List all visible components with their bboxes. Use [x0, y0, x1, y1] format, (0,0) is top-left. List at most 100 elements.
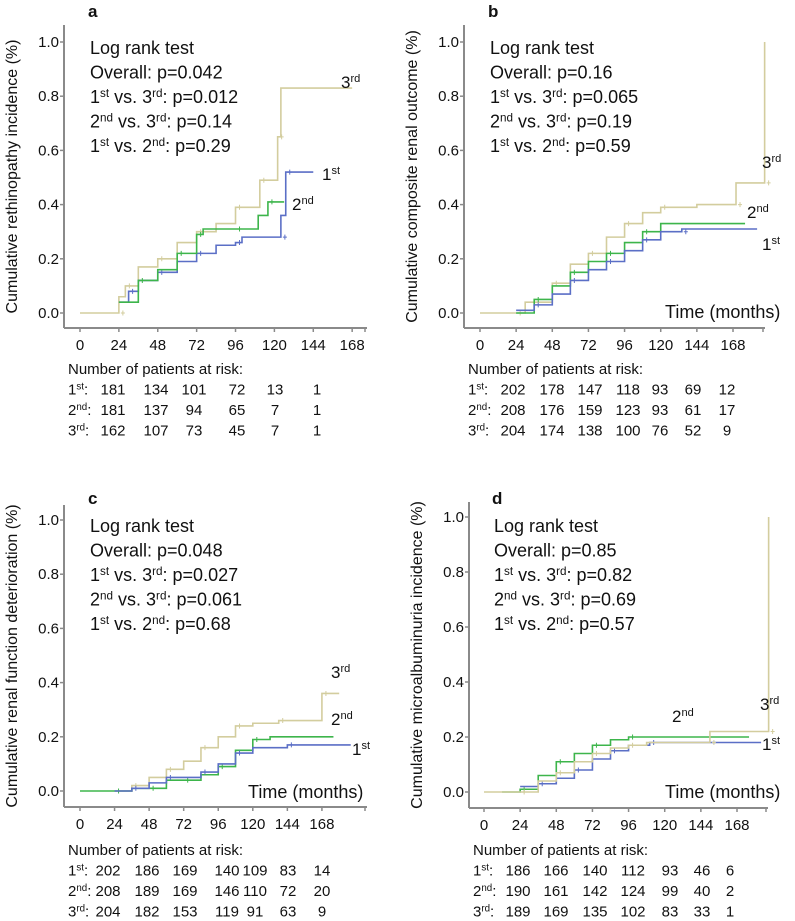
text-segment: 1	[90, 614, 100, 634]
risk-value: 7	[271, 402, 279, 419]
risk-value: 124	[620, 883, 645, 900]
text-segment: : p=0.19	[566, 112, 632, 132]
text-segment: :	[84, 382, 88, 399]
text-segment: 1	[352, 740, 361, 759]
superscript: rd	[771, 153, 781, 165]
panel-c: c0.00.20.40.60.81.00 24 48 72 96 120 144 168Cum…	[4, 489, 370, 921]
text-segment: : p=0.59	[565, 136, 631, 156]
y-tick-label: 0.6	[438, 142, 459, 159]
risk-value: 2	[726, 883, 734, 900]
text-segment: 1	[490, 87, 500, 107]
risk-row-group: 2nd:	[473, 883, 496, 901]
risk-value: 140	[582, 863, 607, 880]
text-segment: Overall: p=0.048	[90, 541, 223, 561]
x-tick-label: 24	[106, 816, 123, 833]
stat-line: 2nd vs. 3rd: p=0.061	[90, 589, 242, 610]
superscript: st	[100, 614, 110, 627]
superscript: rd	[152, 565, 162, 578]
text-segment: vs. 3	[509, 87, 552, 107]
text-segment: Overall: p=0.85	[494, 541, 617, 561]
x-tick-label: 72	[580, 337, 597, 354]
censor-mark	[289, 742, 294, 748]
stat-line: 2nd vs. 3rd: p=0.14	[90, 111, 232, 132]
risk-value: 1	[313, 382, 321, 399]
risk-value: 101	[181, 382, 206, 399]
text-segment: vs. 2	[109, 614, 152, 634]
stat-line: Log rank test	[494, 516, 598, 536]
risk-value: 174	[539, 423, 564, 440]
superscript: nd	[152, 136, 165, 149]
series-line-2nd	[516, 222, 746, 314]
superscript: rd	[556, 565, 566, 578]
superscript: nd	[552, 136, 565, 149]
y-tick-label: 0.2	[38, 729, 59, 746]
stat-line: Log rank test	[90, 516, 194, 536]
risk-value: 186	[134, 863, 159, 880]
text-segment: vs. 3	[109, 565, 152, 585]
risk-row-group: 2nd:	[68, 402, 91, 420]
text-segment: vs. 3	[113, 112, 156, 132]
text-segment: Log rank test	[90, 38, 194, 58]
text-segment: 3	[468, 423, 476, 440]
risk-row-group: 1st:	[68, 381, 88, 399]
risk-row-group: 1st:	[473, 862, 493, 880]
risk-value: 6	[726, 863, 734, 880]
superscript: st	[500, 87, 510, 100]
x-tick-label: 144	[275, 816, 300, 833]
risk-row-group: 3rd:	[468, 422, 489, 440]
censor-mark	[179, 250, 184, 256]
risk-value: 73	[186, 423, 203, 440]
series-label-3rd: 3rd	[341, 73, 360, 92]
text-segment: 2	[331, 710, 340, 729]
censor-mark	[738, 202, 743, 208]
y-tick-label: 1.0	[443, 509, 464, 526]
x-tick-label: 0	[480, 817, 488, 834]
censor-mark	[151, 785, 156, 791]
panel-letter: b	[488, 2, 498, 21]
risk-value: 189	[134, 883, 159, 900]
risk-value: 181	[100, 382, 125, 399]
text-segment: : p=0.065	[563, 87, 639, 107]
x-axis-label: Time (months)	[665, 302, 780, 322]
text-segment: 1	[90, 87, 100, 107]
text-segment: 2	[494, 590, 504, 610]
risk-table-header: Number of patients at risk:	[473, 842, 648, 859]
stat-line: Log rank test	[90, 38, 194, 58]
superscript: nd	[340, 710, 352, 722]
risk-value: 140	[214, 863, 239, 880]
censor-mark	[279, 134, 284, 140]
risk-value: 72	[229, 382, 246, 399]
y-tick-label: 0.4	[38, 675, 59, 692]
superscript: st	[771, 235, 780, 247]
censor-mark	[168, 766, 173, 772]
x-tick-label: 144	[301, 337, 326, 354]
text-segment: 2	[490, 112, 500, 132]
superscript: st	[331, 165, 340, 177]
text-segment: :	[87, 883, 91, 900]
risk-value: 189	[505, 904, 530, 921]
text-segment: 2	[68, 402, 76, 419]
text-segment: : p=0.012	[163, 87, 239, 107]
x-tick-label: 24	[111, 337, 128, 354]
text-segment: :	[487, 402, 491, 419]
censor-mark	[254, 737, 259, 743]
risk-table-header: Number of patients at risk:	[68, 842, 243, 859]
risk-table-header: Number of patients at risk:	[68, 361, 243, 378]
series-label-2nd: 2nd	[672, 707, 694, 726]
text-segment: 3	[341, 73, 350, 92]
censor-mark	[536, 302, 541, 308]
risk-value: 83	[662, 904, 679, 921]
censor-mark	[287, 169, 292, 175]
risk-value: 7	[271, 423, 279, 440]
x-tick-label: 0	[476, 337, 484, 354]
superscript: nd	[681, 707, 693, 719]
x-tick-label: 168	[309, 816, 334, 833]
stat-line: 1st vs. 2nd: p=0.29	[90, 136, 231, 157]
censor-mark	[237, 750, 242, 756]
text-segment: 1	[90, 136, 100, 156]
text-segment: : p=0.29	[165, 136, 231, 156]
censor-mark	[261, 177, 266, 183]
panel-letter: a	[88, 2, 98, 21]
censor-mark	[120, 310, 125, 316]
superscript: st	[771, 735, 780, 747]
